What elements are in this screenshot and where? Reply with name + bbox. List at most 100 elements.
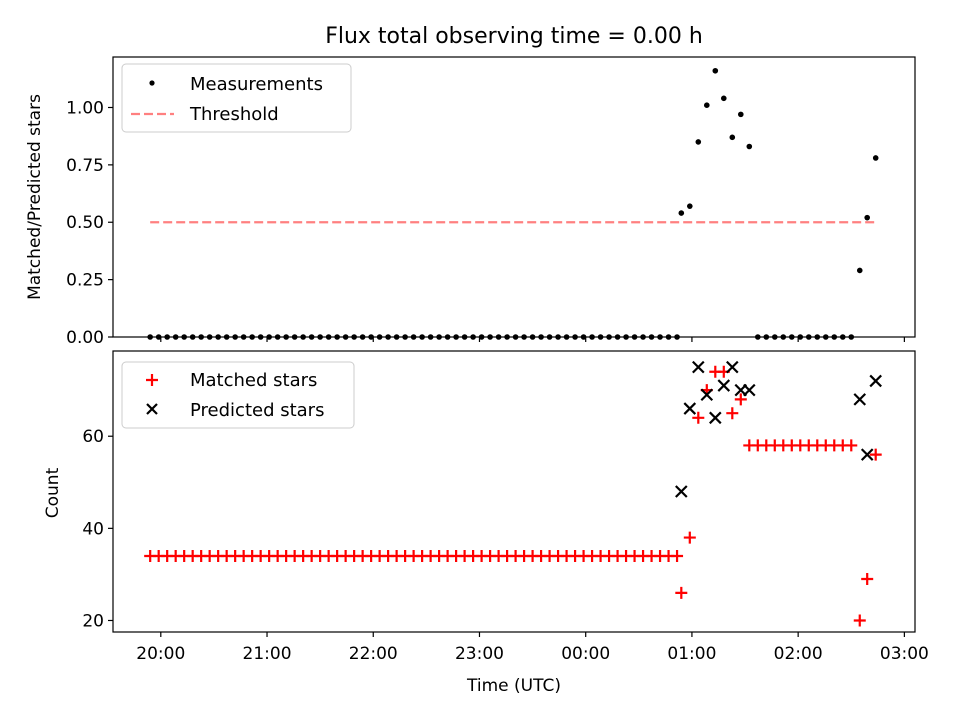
- measurement-point: [729, 134, 736, 141]
- legend-frame-top: [121, 63, 352, 133]
- y-tick-label: 20: [82, 611, 104, 631]
- measurement-point: [572, 334, 578, 340]
- measurement-point: [325, 334, 332, 340]
- measurement-point: [317, 334, 323, 340]
- measurement-point: [470, 334, 476, 340]
- measurement-point: [631, 334, 638, 340]
- measurement-point: [856, 267, 863, 274]
- x-tick-label: 02:00: [774, 644, 823, 664]
- star-count-panel: 20 40 60 20:00 21:00 22:00 23:00 00:00 01:00 02:…: [43, 350, 929, 664]
- y-axis-bottom: 20 40 60: [82, 427, 113, 631]
- legend-frame-bottom: [121, 361, 355, 429]
- predicted-star-point: [743, 383, 756, 397]
- measurement-point: [648, 334, 655, 340]
- measurement-point: [223, 334, 230, 340]
- measurement-point: [580, 334, 587, 340]
- predicted-star-point: [675, 485, 688, 498]
- measurement-point: [754, 334, 761, 340]
- measurement-point: [848, 334, 855, 340]
- measurement-point: [274, 334, 281, 340]
- predicted-star-point: [860, 448, 874, 461]
- measurement-point: [623, 334, 629, 340]
- measurement-point: [461, 334, 468, 340]
- measurement-point: [805, 334, 812, 340]
- measurement-point: [266, 334, 272, 340]
- x-ticks-top: [160, 337, 905, 342]
- legend-threshold-label: Threshold: [189, 104, 279, 125]
- y-axis-top: 0.00 0.25 0.50 0.75 1.00: [66, 98, 113, 348]
- measurement-point: [257, 334, 264, 340]
- measurement-point: [368, 334, 374, 340]
- predicted-star-point: [700, 388, 714, 402]
- legend-bottom: Matched stars Predicted stars: [121, 361, 355, 429]
- measurement-point: [839, 334, 846, 340]
- measurement-point: [763, 334, 770, 340]
- measurement-point: [436, 334, 442, 340]
- measurement-point: [521, 334, 527, 340]
- measurement-point: [410, 334, 417, 340]
- measurement-point: [687, 203, 693, 209]
- measurement-point: [606, 334, 612, 340]
- measurement-point: [780, 334, 787, 340]
- matched-star-point: [861, 573, 874, 586]
- measurement-point: [614, 334, 621, 340]
- measurement-point: [240, 334, 247, 340]
- predicted-star-point: [683, 402, 697, 415]
- x-tick-label: 23:00: [455, 644, 504, 664]
- y-axis-label-bottom: Count: [43, 467, 63, 518]
- matched-star-point: [671, 549, 684, 562]
- measurement-point: [864, 214, 870, 221]
- flux-ratio-marks: [147, 67, 879, 340]
- x-axis-bottom: 20:00 21:00 22:00 23:00 00:00 01:00 02:00 03:00: [136, 632, 929, 664]
- measurement-point: [657, 334, 663, 340]
- y-tick-label: 0.25: [66, 271, 104, 291]
- measurement-point: [402, 334, 408, 340]
- measurement-point: [308, 334, 315, 340]
- matched-star-point: [683, 531, 696, 544]
- flux-ratio-panel: 0.00 0.25 0.50 0.75 1.00 Matched/Predicted s…: [25, 56, 916, 348]
- measurement-point: [453, 334, 459, 340]
- legend-top: Measurements Threshold: [121, 63, 352, 133]
- measurement-point: [678, 210, 685, 216]
- measurement-point: [300, 334, 306, 340]
- measurement-point: [563, 334, 570, 340]
- measurement-point: [674, 334, 680, 340]
- measurement-point: [720, 95, 727, 102]
- measurement-point: [198, 334, 204, 340]
- measurement-point: [206, 334, 213, 340]
- measurement-point: [232, 334, 238, 340]
- predicted-star-point: [869, 374, 882, 388]
- matched-star-point: [675, 586, 688, 599]
- measurement-point: [283, 334, 289, 340]
- x-tick-label: 01:00: [667, 644, 716, 664]
- legend-predicted-label: Predicted stars: [190, 400, 324, 421]
- measurement-point: [872, 155, 879, 161]
- measurement-point: [487, 334, 493, 340]
- measurement-point: [737, 111, 744, 118]
- measurement-point: [172, 334, 179, 340]
- measurement-point: [529, 334, 536, 340]
- measurement-point: [147, 334, 153, 340]
- matched-star-point: [726, 407, 739, 420]
- x-axis-label: Time (UTC): [466, 676, 561, 696]
- y-tick-label: 1.00: [66, 98, 104, 118]
- predicted-star-point: [726, 360, 739, 374]
- measurement-point: [703, 102, 710, 108]
- measurement-point: [291, 334, 298, 340]
- measurement-point: [249, 334, 255, 340]
- measurement-point: [478, 334, 485, 340]
- legend-measurements-label: Measurements: [190, 74, 323, 95]
- measurement-point: [385, 334, 391, 340]
- measurement-point: [712, 67, 719, 74]
- measurement-point: [155, 334, 162, 340]
- measurement-point: [181, 334, 187, 340]
- measurement-point: [814, 334, 821, 340]
- measurement-point: [189, 334, 196, 340]
- measurement-point: [746, 143, 753, 150]
- predicted-star-point: [717, 379, 731, 392]
- y-tick-label: 0.00: [66, 328, 104, 348]
- measurement-point: [538, 334, 544, 340]
- matched-star-point: [734, 393, 747, 406]
- measurement-point: [695, 139, 702, 145]
